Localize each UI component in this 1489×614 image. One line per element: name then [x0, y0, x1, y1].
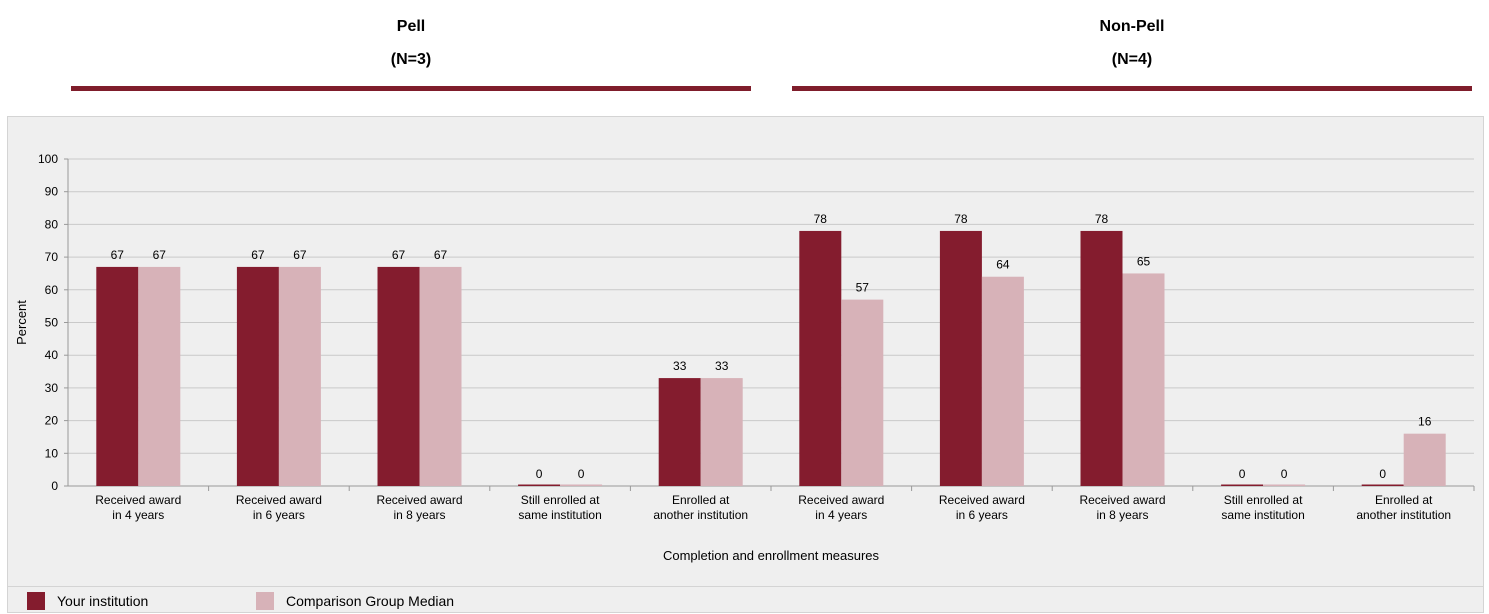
x-tick-label: in 8 years: [1096, 508, 1148, 522]
y-tick-label: 0: [51, 479, 58, 493]
x-tick-label: another institution: [653, 508, 748, 522]
legend-item-your-institution: Your institution: [27, 591, 149, 610]
bar: [236, 266, 279, 486]
legend-item-comparison: Comparison Group Median: [256, 591, 455, 610]
y-tick-label: 20: [45, 414, 59, 428]
data-label: 33: [715, 359, 729, 373]
legend: Your institution Comparison Group Median: [7, 587, 1482, 614]
bar: [981, 276, 1024, 486]
x-tick-label: Enrolled at: [1375, 493, 1433, 507]
bar: [1263, 484, 1306, 486]
bar: [560, 484, 603, 486]
data-label: 78: [814, 212, 828, 226]
y-axis-title: Percent: [14, 300, 29, 345]
x-tick-label: Received award: [95, 493, 181, 507]
legend-label: Comparison Group Median: [286, 592, 455, 609]
x-tick-label: in 4 years: [112, 508, 164, 522]
data-label: 67: [392, 248, 406, 262]
x-tick-label: Enrolled at: [672, 493, 730, 507]
bar: [1361, 484, 1404, 486]
bar-chart: 0 10 20 30 40 50 60 70 80 90 100 Percent 67 67 Receive…: [8, 152, 1483, 587]
x-tick-label: Received award: [236, 493, 322, 507]
x-tick-label: Still enrolled at: [521, 493, 600, 507]
bar: [658, 378, 701, 486]
y-tick-label: 50: [45, 316, 59, 330]
data-label: 78: [1095, 212, 1109, 226]
data-label: 57: [856, 281, 870, 295]
bar: [96, 266, 139, 486]
bar: [138, 266, 181, 486]
x-tick-label: same institution: [1221, 508, 1304, 522]
y-tick-label: 30: [45, 381, 59, 395]
x-tick-label: in 6 years: [253, 508, 305, 522]
legend-swatch: [256, 591, 274, 610]
group-count: (N=3): [390, 51, 432, 68]
group-rule: [792, 86, 1472, 91]
x-tick-label: in 8 years: [393, 508, 445, 522]
data-label: 64: [996, 258, 1010, 272]
group-header-pell: Pell (N=3): [71, 0, 751, 106]
bar: [1080, 230, 1123, 486]
x-tick-label: another institution: [1356, 508, 1451, 522]
x-tick-label: same institution: [518, 508, 601, 522]
data-label: 65: [1137, 254, 1151, 268]
x-tick-label: Received award: [798, 493, 884, 507]
bar: [841, 299, 884, 486]
data-label: 0: [1281, 467, 1288, 481]
y-tick-label: 60: [45, 283, 59, 297]
data-label: 67: [251, 248, 265, 262]
group-label: Non-Pell: [1099, 18, 1165, 35]
group-rule: [71, 86, 751, 91]
data-label: 67: [293, 248, 307, 262]
bar: [1221, 484, 1264, 486]
data-label: 16: [1418, 415, 1432, 429]
y-tick-label: 90: [45, 185, 59, 199]
bar: [939, 230, 982, 486]
bar: [1403, 433, 1446, 486]
bar: [799, 230, 842, 486]
data-label: 0: [578, 467, 585, 481]
chart-panel: 0 10 20 30 40 50 60 70 80 90 100 Percent 67 67 Receive…: [7, 116, 1484, 613]
group-label: Pell: [396, 18, 426, 35]
x-tick-label: in 4 years: [815, 508, 867, 522]
y-tick-label: 40: [45, 348, 59, 362]
bar: [278, 266, 321, 486]
data-label: 0: [1239, 467, 1246, 481]
x-tick-label: Received award: [1079, 493, 1165, 507]
data-label: 67: [434, 248, 448, 262]
y-tick-label: 100: [38, 152, 58, 166]
data-label: 33: [673, 359, 687, 373]
data-label: 67: [111, 248, 125, 262]
legend-swatch: [27, 591, 45, 610]
y-tick-label: 80: [45, 217, 59, 231]
group-count: (N=4): [1111, 51, 1153, 68]
x-tick-label: Received award: [376, 493, 462, 507]
y-tick-label: 10: [45, 446, 59, 460]
x-tick-label: Still enrolled at: [1224, 493, 1303, 507]
data-label: 0: [536, 467, 543, 481]
group-header-non-pell: Non-Pell (N=4): [792, 0, 1472, 106]
bar: [1122, 273, 1165, 486]
data-label: 0: [1379, 467, 1386, 481]
bar: [419, 266, 462, 486]
x-axis-title: Completion and enrollment measures: [663, 548, 880, 563]
bar: [377, 266, 420, 486]
y-tick-label: 70: [45, 250, 59, 264]
bar: [518, 484, 561, 486]
legend-label: Your institution: [57, 592, 149, 609]
data-label: 78: [954, 212, 968, 226]
bar: [700, 378, 743, 486]
x-tick-label: in 6 years: [956, 508, 1008, 522]
x-tick-label: Received award: [939, 493, 1025, 507]
data-label: 67: [153, 248, 167, 262]
